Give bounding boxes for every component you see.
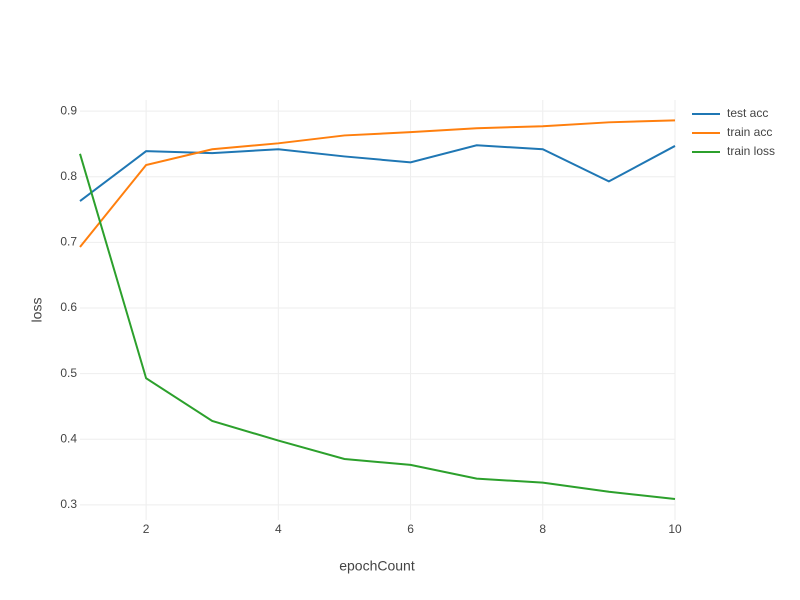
line [79,153,676,500]
legend-label: test acc [727,106,768,120]
y-tick-label: 0.9 [60,103,77,117]
y-tick-label: 0.5 [60,366,77,380]
x-tick-label: 4 [275,522,282,536]
legend-label: train acc [727,125,772,139]
y-axis-title: loss [29,298,45,323]
legend-label: train loss [727,144,775,158]
y-tick-label: 0.7 [60,235,77,249]
line [79,144,676,202]
line [79,119,676,248]
y-tick-label: 0.6 [60,300,77,314]
y-tick-label: 0.3 [60,497,77,511]
y-tick-label: 0.4 [60,431,77,445]
x-axis-title: epochCount [339,558,415,574]
x-tick-label: 10 [668,522,682,536]
x-tick-label: 2 [143,522,150,536]
x-tick-label: 8 [539,522,546,536]
y-tick-label: 0.8 [60,169,77,183]
x-tick-label: 6 [407,522,414,536]
